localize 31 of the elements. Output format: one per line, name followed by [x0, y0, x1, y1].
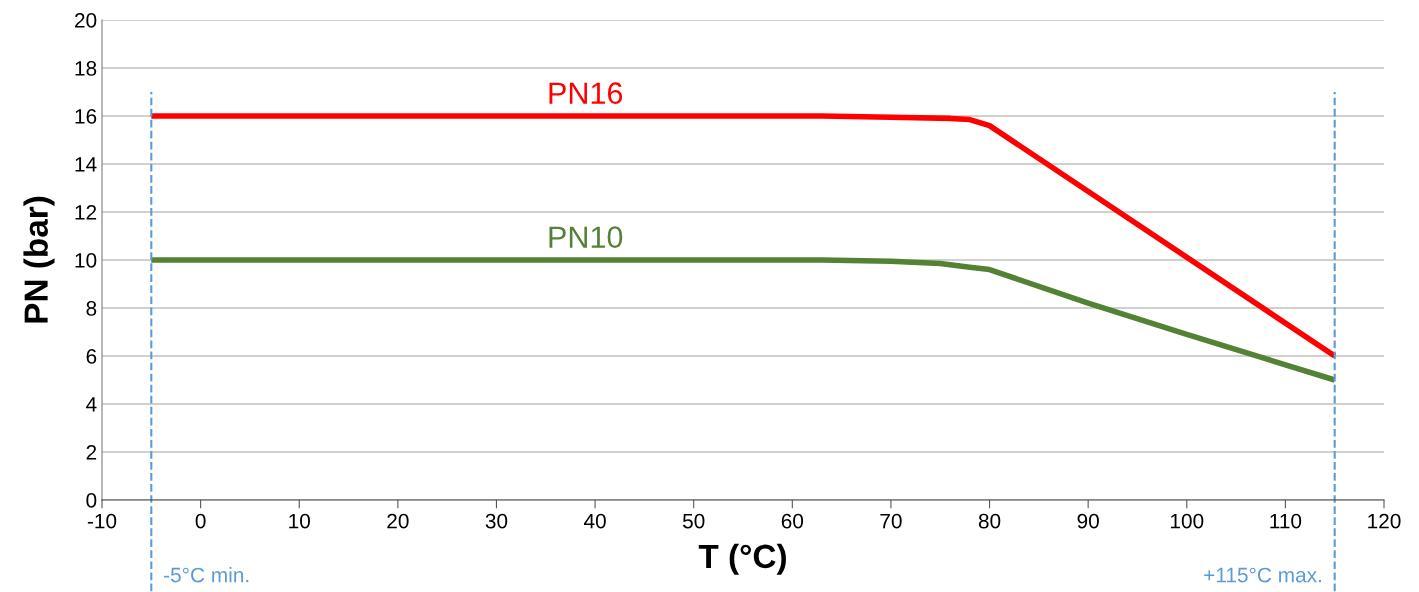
x-tick-label: 20: [387, 513, 409, 529]
x-tick-label: 80: [978, 513, 1001, 529]
y-tick-label: 12: [75, 205, 97, 220]
y-tick-label: 16: [75, 109, 97, 124]
x-tick-label: 100: [1170, 513, 1204, 529]
x-tick-label: -10: [87, 513, 117, 529]
x-tick-label: 60: [781, 513, 804, 529]
ref-line-label: -5°C min.: [164, 567, 249, 583]
x-tick-label: 50: [682, 513, 705, 529]
y-tick-label: 14: [75, 157, 97, 172]
x-tick-label: 90: [1077, 513, 1099, 529]
x-tick-label: 120: [1368, 513, 1401, 529]
y-tick-label: 0: [86, 493, 97, 508]
x-axis-title: T (°C): [698, 543, 786, 575]
y-tick-label: 2: [86, 445, 97, 460]
y-tick-label: 6: [86, 349, 97, 364]
x-tick-label: 40: [583, 513, 606, 529]
y-tick-label: 8: [86, 301, 97, 316]
ref-line-label: +115°C max.: [1204, 567, 1321, 583]
y-axis-title: PN (bar): [23, 196, 55, 323]
x-tick-label: 110: [1270, 513, 1302, 529]
x-tick-label: 10: [289, 513, 310, 529]
y-tick-label: 10: [75, 253, 97, 268]
series-label: PN16: [549, 82, 623, 104]
y-tick-label: 4: [86, 397, 97, 412]
x-tick-label: 30: [485, 513, 508, 529]
x-tick-label: 70: [880, 513, 902, 529]
x-tick-label: 0: [195, 513, 206, 529]
y-tick-label: 18: [75, 61, 97, 76]
series-label: PN10: [549, 226, 623, 248]
y-tick-label: 20: [75, 13, 97, 28]
